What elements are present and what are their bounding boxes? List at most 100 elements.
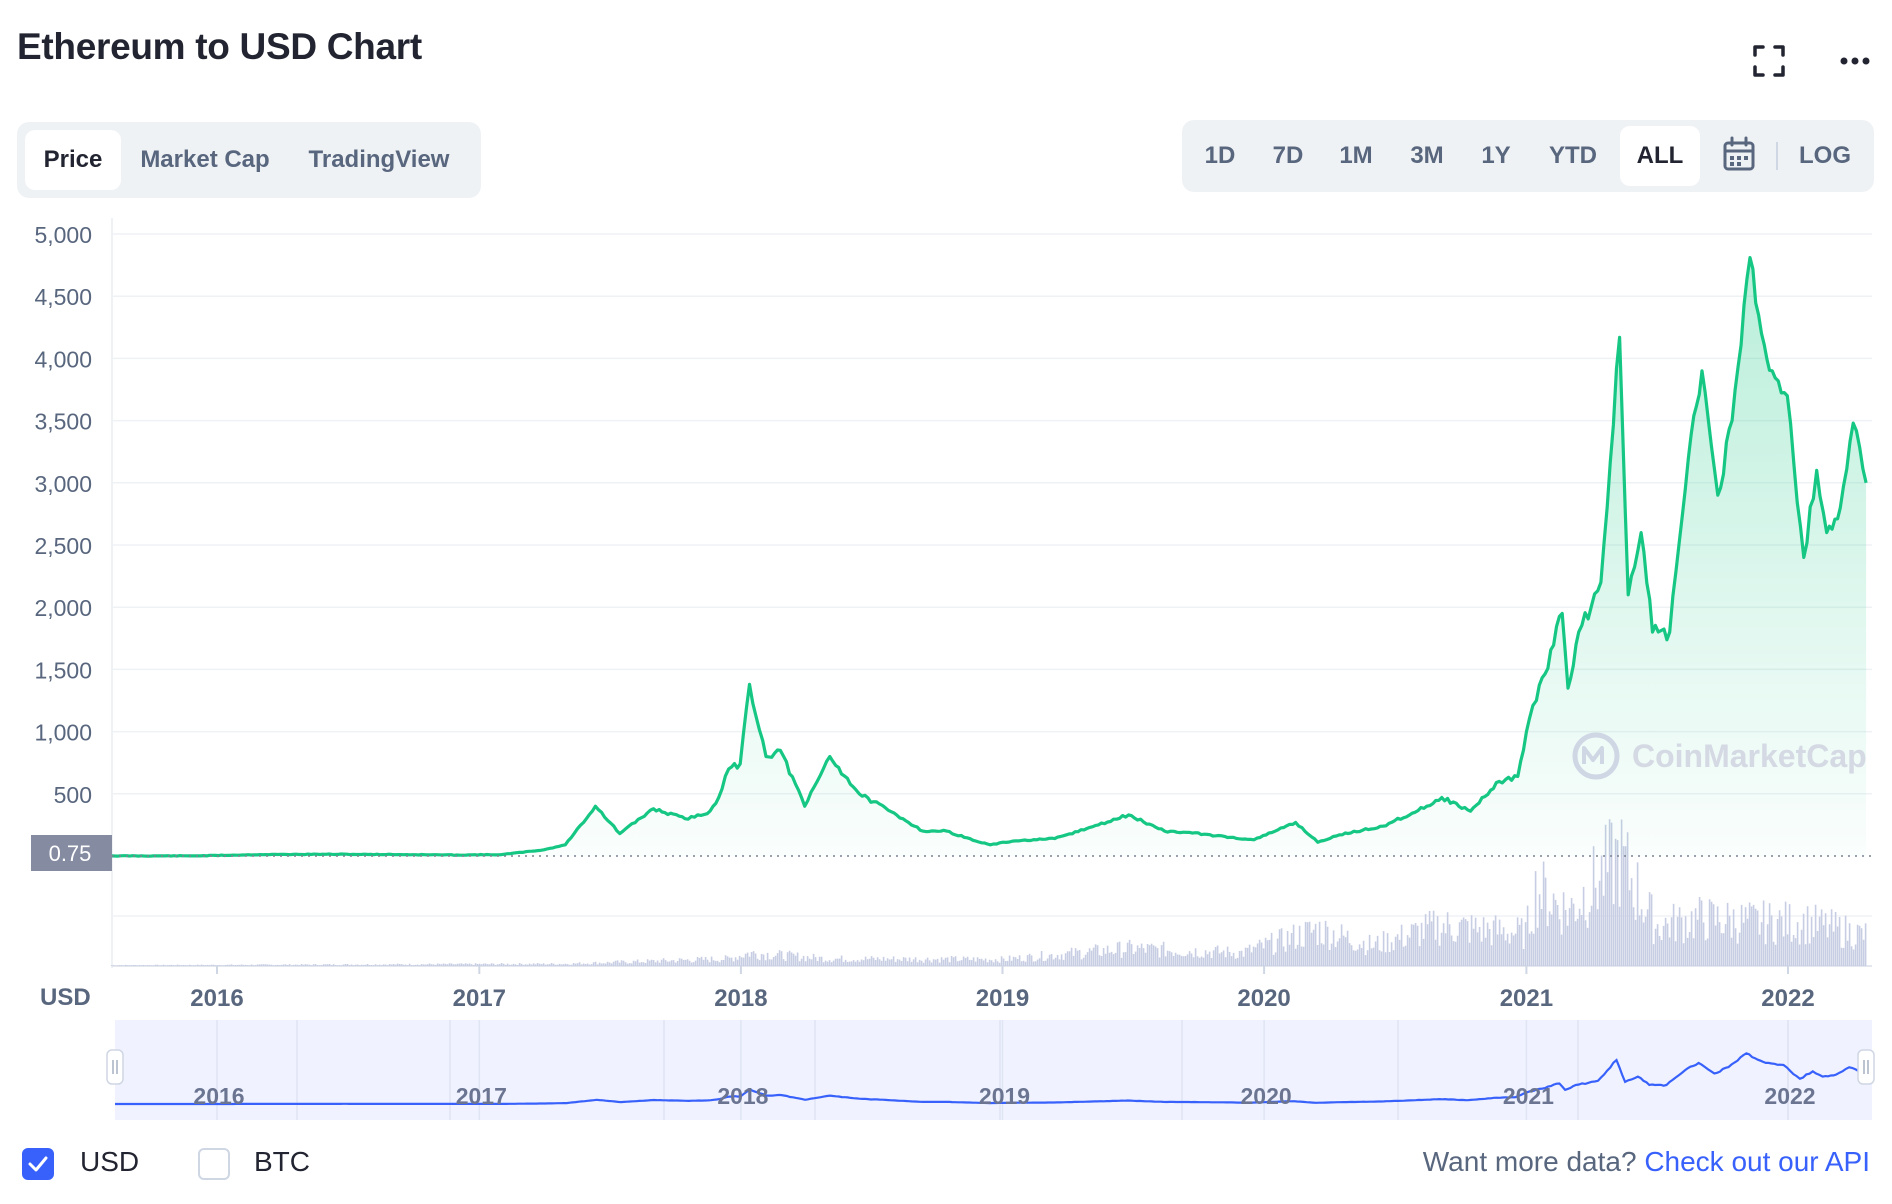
price-point: [748, 682, 752, 686]
price-point: [1316, 840, 1320, 844]
price-point: [618, 832, 622, 836]
price-point: [1440, 796, 1444, 800]
x-tick-label: 2017: [453, 985, 506, 1012]
btc-checkbox[interactable]: [198, 1148, 230, 1180]
tab-price[interactable]: Price: [25, 130, 121, 190]
api-question: Want more data?: [1422, 1146, 1637, 1177]
price-point: [651, 807, 655, 811]
price-point: [1425, 804, 1429, 808]
x-tick-label: 2022: [1761, 985, 1814, 1012]
x-tick-label: 2021: [1500, 985, 1553, 1012]
log-scale-toggle[interactable]: LOG: [1799, 142, 1851, 169]
price-point: [1639, 531, 1643, 535]
y-axis-unit-label: USD: [40, 984, 91, 1011]
price-point: [1516, 774, 1520, 778]
usd-label: USD: [80, 1146, 140, 1177]
usd-checkbox[interactable]: [22, 1148, 54, 1180]
range-all[interactable]: ALL: [1620, 126, 1700, 186]
navigator-left-handle[interactable]: [106, 1049, 124, 1085]
y-tick-label: 500: [54, 782, 92, 808]
y-tick-label: 1,500: [34, 657, 92, 683]
price-point: [1011, 839, 1015, 843]
y-tick-label: 4,000: [34, 346, 92, 372]
handle-body: [1857, 1049, 1875, 1085]
price-point: [1566, 686, 1570, 690]
price-point: [500, 853, 504, 857]
navigator-year-label: 2018: [717, 1083, 768, 1109]
price-point: [1716, 493, 1720, 497]
navigator-year-label: 2019: [979, 1083, 1030, 1109]
range-ytd[interactable]: YTD: [1549, 142, 1597, 169]
price-point: [1185, 830, 1189, 834]
api-promo: Want more data? Check out our API: [1423, 1146, 1870, 1178]
calendar-icon[interactable]: [1706, 126, 1772, 186]
price-point: [828, 754, 832, 758]
navigator-right-handle[interactable]: [1857, 1049, 1875, 1085]
navigator-year-label: 2016: [193, 1083, 244, 1109]
coinmarketcap-logo-mark: [1582, 746, 1604, 764]
price-point: [1127, 813, 1131, 817]
price-point: [1838, 506, 1842, 510]
y-tick-label: 3,000: [34, 471, 92, 497]
price-point: [1252, 838, 1256, 842]
price-chart: CoinMarketCap 500 1,000 1,500 2,000 2,500 3,0…: [31, 218, 1875, 1120]
tab-tradingview[interactable]: TradingView: [308, 146, 450, 173]
navigator-line: [115, 1052, 1863, 1106]
range-3m[interactable]: 3M: [1410, 142, 1444, 169]
price-point: [1381, 824, 1385, 828]
navigator-year-label: 2022: [1764, 1083, 1815, 1109]
price-point: [803, 804, 807, 808]
price-point: [778, 748, 782, 752]
price-point: [1651, 630, 1655, 634]
chart-type-tabs: Price Market Cap TradingView: [17, 122, 481, 198]
time-range-selector: 1D 7D 1M 3M 1Y YTD ALL LOG: [1182, 120, 1874, 192]
price-point: [1577, 630, 1581, 634]
volume-bars: [110, 819, 1867, 966]
price-point: [857, 792, 861, 796]
coinmarketcap-watermark: CoinMarketCap: [1632, 738, 1867, 774]
navigator-year-label: 2020: [1241, 1083, 1292, 1109]
range-1d[interactable]: 1D: [1204, 142, 1236, 169]
range-1y[interactable]: 1Y: [1481, 142, 1511, 169]
navigator-year-label: 2021: [1503, 1083, 1554, 1109]
chart-title: Ethereum to USD Chart: [17, 26, 422, 67]
y-tick-label: 1,000: [34, 720, 92, 746]
price-point: [705, 812, 709, 816]
price-point: [1294, 820, 1298, 824]
price-point: [1560, 611, 1564, 615]
price-point: [683, 817, 687, 821]
navigator-year-label: 2017: [456, 1083, 507, 1109]
price-point: [1668, 630, 1672, 634]
more-icon[interactable]: [1832, 38, 1878, 84]
api-link[interactable]: Check out our API: [1644, 1146, 1870, 1177]
price-point: [1162, 829, 1166, 833]
price-point: [974, 839, 978, 843]
price-point: [324, 852, 328, 856]
coinmarketcap-logo-icon: [1572, 732, 1620, 780]
price-point: [563, 843, 567, 847]
handle-body: [106, 1049, 124, 1085]
y-tick-label: 4,500: [34, 284, 92, 310]
tab-market-cap[interactable]: Market Cap: [140, 146, 270, 173]
range-7d[interactable]: 7D: [1272, 142, 1304, 169]
price-point: [1700, 369, 1704, 373]
price-point: [1599, 580, 1603, 584]
price-point: [1626, 593, 1630, 597]
price-point: [1815, 468, 1819, 472]
price-point: [1337, 833, 1341, 837]
x-tick-label: 2016: [190, 985, 243, 1012]
fullscreen-icon[interactable]: [1746, 38, 1792, 84]
y-tick-label: 2,500: [34, 533, 92, 559]
price-point: [1802, 555, 1806, 559]
y-tick-label: 3,500: [34, 409, 92, 435]
price-point: [1785, 394, 1789, 398]
check-icon: [28, 1156, 48, 1172]
x-tick-label: 2019: [976, 985, 1029, 1012]
price-point: [727, 767, 731, 771]
price-point: [1825, 531, 1829, 535]
price-point: [988, 843, 992, 847]
price-area-fill: [111, 257, 1867, 857]
current-price-badge: [31, 835, 112, 871]
range-1m[interactable]: 1M: [1339, 142, 1373, 169]
price-point: [1730, 419, 1734, 423]
